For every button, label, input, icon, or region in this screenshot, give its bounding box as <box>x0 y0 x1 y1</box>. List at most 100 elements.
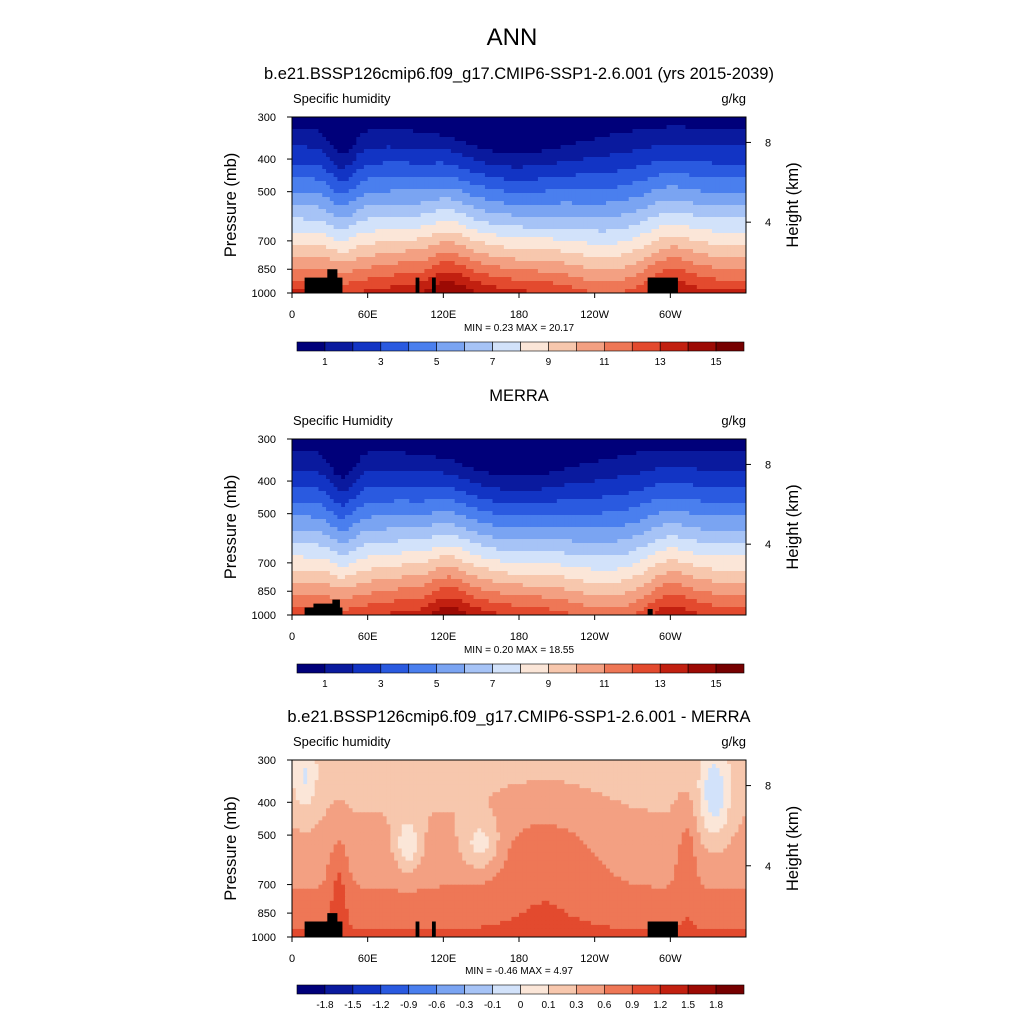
field-cell <box>379 265 384 270</box>
field-cell <box>420 213 426 218</box>
field-cell <box>730 229 736 234</box>
field-cell <box>730 273 736 278</box>
field-cell <box>443 233 448 238</box>
field-cell <box>628 245 634 250</box>
field-cell <box>560 169 565 174</box>
field-cell <box>382 237 388 242</box>
field-cell <box>670 257 675 262</box>
field-cell <box>655 121 660 126</box>
field-cell <box>447 117 452 122</box>
field-cell <box>292 177 297 182</box>
field-cell <box>469 221 475 226</box>
field-cell <box>310 213 316 218</box>
field-cell <box>541 137 547 142</box>
field-cell <box>488 173 494 178</box>
field-cell <box>348 145 354 150</box>
field-cell <box>553 173 558 178</box>
field-cell <box>624 197 630 202</box>
field-cell <box>598 257 603 262</box>
field-cell <box>303 137 308 142</box>
field-cell <box>367 249 373 254</box>
field-cell <box>560 249 565 254</box>
field-cell <box>496 137 501 142</box>
field-cell <box>379 201 384 206</box>
field-cell <box>658 225 664 230</box>
field-cell <box>466 177 471 182</box>
field-cell <box>541 161 547 166</box>
field-cell <box>379 137 384 142</box>
field-cell <box>473 249 478 254</box>
field-cell <box>696 185 702 190</box>
field-cell <box>594 137 600 142</box>
field-cell <box>666 133 671 138</box>
field-cell <box>602 273 607 278</box>
field-cell <box>314 181 320 186</box>
field-cell <box>696 229 702 234</box>
field-cell <box>700 201 705 206</box>
field-cell <box>537 269 543 274</box>
field-cell <box>341 245 346 250</box>
field-cell <box>662 229 668 234</box>
field-cell <box>386 169 391 174</box>
field-cell <box>416 153 422 158</box>
field-cell <box>643 249 649 254</box>
field-cell <box>553 225 558 230</box>
field-cell <box>609 233 615 238</box>
field-cell <box>723 229 728 234</box>
field-cell <box>742 153 746 158</box>
field-cell <box>397 273 403 278</box>
field-cell <box>341 157 346 162</box>
field-cell <box>333 161 338 166</box>
field-cell <box>515 149 520 154</box>
field-cell <box>708 173 713 178</box>
field-cell <box>420 257 426 262</box>
field-cell <box>613 217 618 222</box>
field-cell <box>681 217 687 222</box>
field-cell <box>503 273 509 278</box>
field-cell <box>435 117 441 122</box>
field-cell <box>708 233 713 238</box>
field-cell <box>295 149 301 154</box>
field-cell <box>503 141 509 146</box>
field-cell <box>314 149 320 154</box>
field-cell <box>405 281 410 286</box>
field-cell <box>575 241 581 246</box>
field-cell <box>738 205 743 210</box>
field-cell <box>594 149 600 154</box>
field-cell <box>454 149 460 154</box>
field-cell <box>738 249 743 254</box>
field-cell <box>363 145 369 150</box>
field-cell <box>329 221 335 226</box>
field-cell <box>545 221 550 226</box>
field-cell <box>700 137 705 142</box>
field-cell <box>318 177 323 182</box>
field-cell <box>700 209 705 214</box>
field-cell <box>394 205 399 210</box>
field-cell <box>371 241 376 246</box>
field-cell <box>602 173 607 178</box>
field-cell <box>666 193 671 198</box>
field-cell <box>647 189 653 194</box>
field-cell <box>428 117 433 122</box>
field-cell <box>541 269 547 274</box>
field-cell <box>435 213 441 218</box>
field-cell <box>303 125 308 130</box>
field-cell <box>352 273 357 278</box>
field-cell <box>382 209 388 214</box>
field-cell <box>466 169 471 174</box>
field-cell <box>621 149 626 154</box>
field-cell <box>496 221 501 226</box>
field-cell <box>715 261 721 266</box>
field-cell <box>606 261 611 266</box>
field-cell <box>375 161 380 166</box>
field-cell <box>602 121 607 126</box>
field-cell <box>734 161 740 166</box>
field-cell <box>734 149 740 154</box>
field-cell <box>723 257 728 262</box>
field-cell <box>708 265 713 270</box>
field-cell <box>344 265 350 270</box>
field-cell <box>575 237 581 242</box>
field-cell <box>481 213 486 218</box>
field-cell <box>477 149 482 154</box>
field-cell <box>685 145 690 150</box>
